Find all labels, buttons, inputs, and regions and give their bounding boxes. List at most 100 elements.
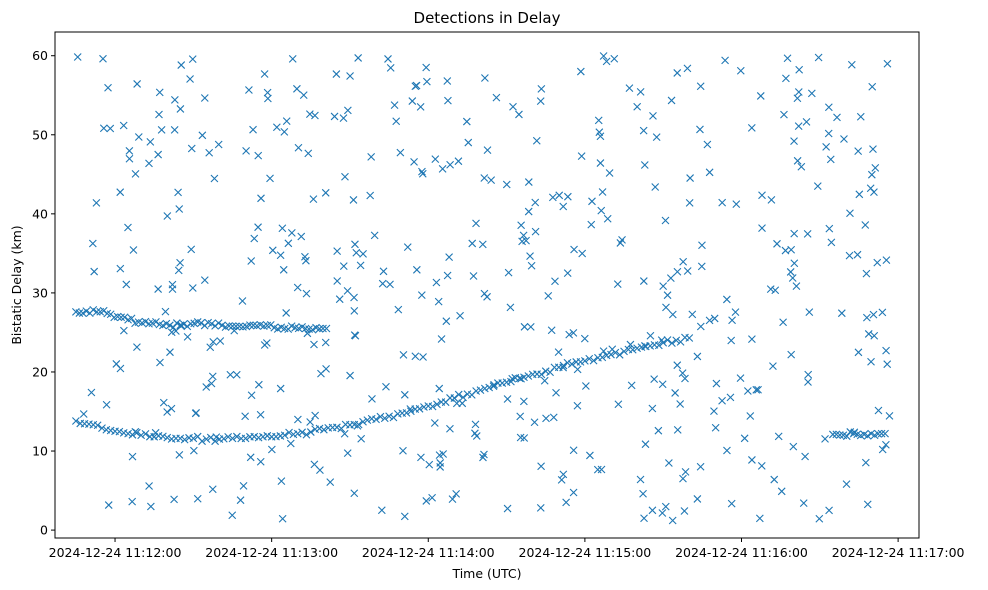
clutter-point	[168, 285, 177, 293]
clutter-point	[640, 161, 649, 169]
clutter-point	[368, 395, 376, 403]
track-2-point	[128, 430, 137, 439]
track-2-point	[232, 432, 241, 441]
clutter-point	[188, 55, 197, 64]
clutter-point	[842, 480, 851, 488]
clutter-point	[552, 388, 560, 397]
clutter-point	[551, 277, 559, 286]
clutter-point	[396, 148, 405, 157]
track-2-point	[628, 345, 637, 354]
track-2-point	[433, 400, 441, 409]
clutter-point	[321, 338, 330, 347]
clutter-point	[882, 440, 890, 449]
clutter-point	[871, 163, 880, 172]
clutter-point	[400, 512, 409, 521]
clutter-point	[333, 277, 342, 285]
x-tick-label: 2024-12-24 11:15:00	[519, 545, 652, 560]
clutter-point	[502, 180, 511, 189]
clutter-point	[867, 357, 875, 366]
track-2-point	[454, 390, 463, 399]
clutter-point	[878, 445, 887, 454]
track-3-point	[881, 429, 889, 438]
clutter-point	[423, 77, 431, 86]
clutter-point	[456, 311, 464, 320]
clutter-point	[688, 310, 697, 319]
clutter-point	[540, 376, 549, 385]
clutter-point	[873, 258, 882, 267]
clutter-point	[106, 124, 115, 133]
clutter-point	[519, 231, 528, 240]
clutter-point	[866, 184, 875, 193]
y-tick-label: 40	[32, 206, 48, 221]
clutter-point	[594, 116, 603, 125]
clutter-point	[613, 280, 622, 289]
clutter-point	[390, 101, 399, 110]
y-tick-label: 10	[32, 444, 48, 459]
clutter-point	[232, 370, 241, 379]
clutter-point	[627, 381, 636, 390]
clutter-point	[673, 426, 682, 434]
track-2-point	[428, 402, 437, 411]
clutter-point	[346, 72, 354, 80]
clutter-point	[569, 488, 578, 497]
clutter-point	[357, 434, 366, 443]
clutter-point	[732, 200, 741, 209]
clutter-point	[134, 133, 143, 141]
clutter-point	[462, 117, 471, 126]
clutter-point	[861, 458, 870, 467]
clutter-point	[542, 414, 550, 423]
track-2-point	[654, 341, 663, 350]
clutter-point	[710, 314, 719, 323]
track-1-point	[141, 317, 150, 326]
clutter-point	[339, 114, 348, 123]
clutter-point	[757, 461, 766, 470]
track-1-point	[75, 309, 84, 317]
clutter-point	[854, 348, 863, 357]
clutter-point	[305, 110, 314, 119]
clutter-point	[341, 172, 349, 181]
clutter-point	[256, 410, 265, 419]
clutter-point	[246, 453, 255, 462]
track-1-point	[246, 321, 254, 330]
clutter-point	[636, 475, 645, 484]
clutter-point	[878, 308, 887, 317]
clutter-point	[649, 111, 657, 120]
clutter-point	[793, 156, 802, 165]
clutter-point	[288, 55, 297, 63]
clutter-point	[92, 198, 101, 207]
clutter-point	[636, 87, 645, 96]
clutter-point	[343, 449, 352, 457]
clutter-point	[786, 268, 795, 276]
clutter-point	[883, 360, 892, 369]
track-2-point	[211, 437, 219, 446]
clutter-point	[343, 106, 352, 115]
clutter-point	[330, 112, 339, 121]
clutter-point	[833, 113, 841, 122]
clutter-point	[431, 155, 440, 163]
clutter-point	[416, 102, 425, 111]
track-2-point	[159, 432, 167, 441]
clutter-point	[226, 370, 235, 379]
x-tick-label: 2024-12-24 11:13:00	[205, 545, 338, 560]
clutter-point	[276, 251, 285, 260]
clutter-point	[284, 239, 293, 248]
clutter-point	[569, 329, 578, 337]
clutter-point	[464, 138, 473, 147]
clutter-point	[276, 384, 285, 393]
track-1-point	[315, 324, 324, 333]
x-tick-label: 2024-12-24 11:17:00	[832, 545, 965, 560]
clutter-point	[698, 241, 706, 250]
clutter-point	[705, 168, 714, 177]
clutter-point	[437, 335, 446, 343]
clutter-point	[454, 157, 463, 166]
clutter-point	[286, 439, 295, 448]
clutter-point	[790, 229, 799, 238]
track-3-point	[828, 430, 837, 439]
x-tick-label: 2024-12-24 11:16:00	[675, 545, 808, 560]
clutter-point	[469, 272, 478, 280]
track-2-point	[124, 429, 132, 438]
clutter-point	[192, 408, 201, 417]
clutter-point	[480, 174, 489, 182]
track-1-point	[92, 307, 101, 316]
clutter-point	[681, 374, 689, 383]
